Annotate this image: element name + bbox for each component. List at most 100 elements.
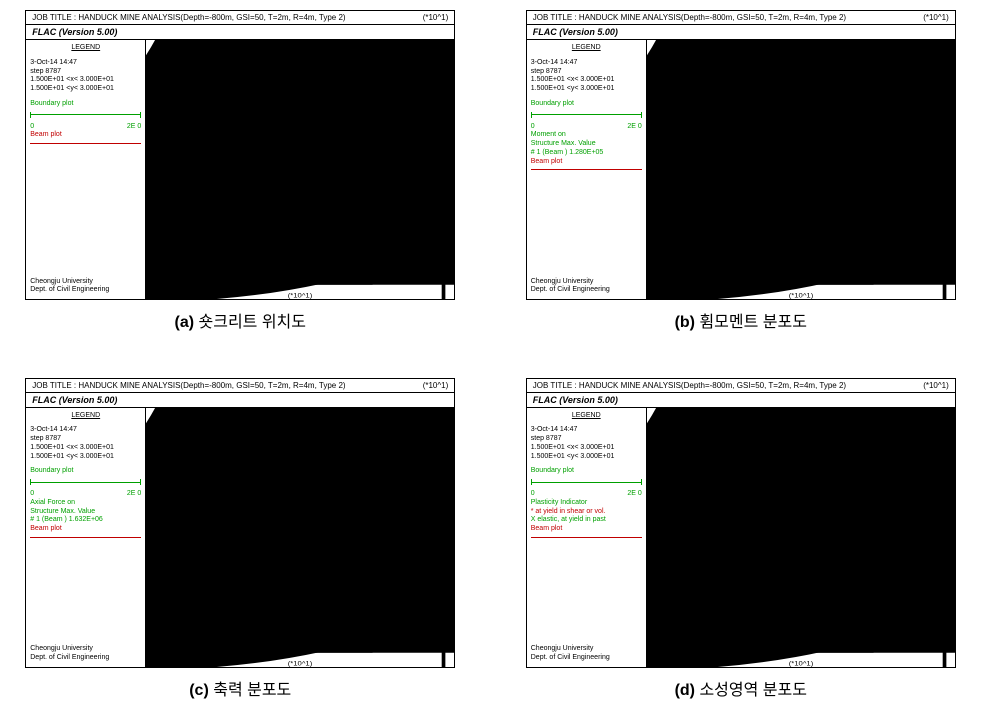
plot-column: 1.6001.8002.0002.2002.4002.6002.8001.800… — [647, 40, 955, 299]
job-title-bar: JOB TITLE : HANDUCK MINE ANALYSIS(Depth=… — [527, 11, 955, 25]
ytick-label: 2.800 — [447, 408, 454, 667]
xtick-label: 2.800 — [146, 408, 454, 667]
legend-title: LEGEND — [30, 44, 141, 53]
job-title-bar: JOB TITLE : HANDUCK MINE ANALYSIS(Depth=… — [26, 11, 454, 25]
plot-area: LEGEND3-Oct-14 14:47step 87871.500E+01 <… — [527, 408, 955, 667]
panel-d: JOB TITLE : HANDUCK MINE ANALYSIS(Depth=… — [526, 378, 956, 668]
legend-extra-0: Moment on — [531, 131, 642, 140]
legend-title: LEGEND — [531, 412, 642, 421]
footer-dept: Dept. of Civil Engineering — [30, 286, 109, 295]
legend-extra-0: Axial Force on — [30, 499, 141, 508]
legend-ruler — [531, 478, 642, 486]
panel-b: JOB TITLE : HANDUCK MINE ANALYSIS(Depth=… — [526, 10, 956, 300]
legend-boundary: Boundary plot — [30, 467, 141, 476]
legend-range-x: 1.500E+01 <x< 3.000E+01 — [531, 444, 642, 453]
job-title-text: JOB TITLE : HANDUCK MINE ANALYSIS(Depth=… — [533, 13, 846, 22]
legend-range-x: 1.500E+01 <x< 3.000E+01 — [30, 76, 141, 85]
flac-version: FLAC (Version 5.00) — [26, 25, 454, 40]
exp-label: (*10^1) — [423, 381, 449, 390]
legend-beam: Beam plot — [30, 525, 141, 534]
legend-extra-2: # 1 (Beam ) 1.632E+06 — [30, 516, 141, 525]
legend-scale: 02E 0 — [531, 123, 642, 132]
x-axis-exp: (*10^1) — [288, 660, 313, 667]
legend-step: step 8787 — [531, 435, 642, 444]
footer-dept: Dept. of Civil Engineering — [531, 286, 610, 295]
x-axis-exp: (*10^1) — [788, 660, 813, 667]
legend-step: step 8787 — [30, 435, 141, 444]
footer-org: Cheongju University — [30, 645, 109, 654]
legend-date: 3-Oct-14 14:47 — [30, 59, 141, 68]
footer-org: Cheongju University — [531, 645, 610, 654]
job-title-text: JOB TITLE : HANDUCK MINE ANALYSIS(Depth=… — [32, 13, 345, 22]
legend-redline — [531, 169, 642, 170]
plot-svg-c: 1.6001.8002.0002.2002.4002.6002.8001.800… — [146, 408, 454, 667]
legend-beam: Beam plot — [30, 131, 141, 140]
legend-title: LEGEND — [30, 412, 141, 421]
legend-step: step 8787 — [531, 68, 642, 77]
legend-range-x: 1.500E+01 <x< 3.000E+01 — [531, 76, 642, 85]
job-title-text: JOB TITLE : HANDUCK MINE ANALYSIS(Depth=… — [32, 381, 345, 390]
ytick-label: 2.800 — [948, 408, 955, 667]
cell-d: JOB TITLE : HANDUCK MINE ANALYSIS(Depth=… — [511, 378, 972, 716]
legend-extra-1: Structure Max. Value — [30, 508, 141, 517]
legend-column: LEGEND3-Oct-14 14:47step 87871.500E+01 <… — [527, 40, 647, 299]
legend-date: 3-Oct-14 14:47 — [531, 59, 642, 68]
plot-column: xxxxxxxxxxxxxxxxxxx**xxxxx****xxxx****xx… — [647, 408, 955, 667]
cell-b: JOB TITLE : HANDUCK MINE ANALYSIS(Depth=… — [511, 10, 972, 348]
legend-extra-2: # 1 (Beam ) 1.280E+05 — [531, 149, 642, 158]
legend-ruler — [30, 111, 141, 119]
exp-label: (*10^1) — [923, 381, 949, 390]
plot-area: LEGEND3-Oct-14 14:47step 87871.500E+01 <… — [26, 408, 454, 667]
legend-scale: 02E 0 — [30, 123, 141, 132]
legend-scale: 02E 0 — [531, 490, 642, 499]
legend-footer: Cheongju UniversityDept. of Civil Engine… — [30, 278, 109, 296]
xtick-label: 2.800 — [647, 40, 955, 299]
plot-svg-d: xxxxxxxxxxxxxxxxxxx**xxxxx****xxxx****xx… — [647, 408, 955, 667]
figure-grid: JOB TITLE : HANDUCK MINE ANALYSIS(Depth=… — [10, 10, 971, 715]
ytick-label: 2.800 — [948, 40, 955, 299]
cell-a: JOB TITLE : HANDUCK MINE ANALYSIS(Depth=… — [10, 10, 471, 348]
panel-c: JOB TITLE : HANDUCK MINE ANALYSIS(Depth=… — [25, 378, 455, 668]
plot-svg-a: 1.6001.8002.0002.2002.4002.6002.8001.800… — [146, 40, 454, 299]
legend-range-y: 1.500E+01 <y< 3.000E+01 — [531, 453, 642, 462]
plot-column: 1.6001.8002.0002.2002.4002.6002.8001.800… — [146, 408, 454, 667]
legend-range-y: 1.500E+01 <y< 3.000E+01 — [531, 85, 642, 94]
panel-a: JOB TITLE : HANDUCK MINE ANALYSIS(Depth=… — [25, 10, 455, 300]
exp-label: (*10^1) — [923, 13, 949, 22]
caption-b: (b) 휨모멘트 분포도 — [675, 308, 807, 332]
legend-footer: Cheongju UniversityDept. of Civil Engine… — [30, 645, 109, 663]
legend-date: 3-Oct-14 14:47 — [531, 426, 642, 435]
legend-step: step 8787 — [30, 68, 141, 77]
legend-footer: Cheongju UniversityDept. of Civil Engine… — [531, 278, 610, 296]
job-title-bar: JOB TITLE : HANDUCK MINE ANALYSIS(Depth=… — [527, 379, 955, 393]
legend-column: LEGEND3-Oct-14 14:47step 87871.500E+01 <… — [26, 408, 146, 667]
xtick-label: 2.800 — [146, 40, 454, 299]
legend-extra-1: Structure Max. Value — [531, 140, 642, 149]
xtick-label: 2.800 — [647, 408, 955, 667]
plot-column: 1.6001.8002.0002.2002.4002.6002.8001.800… — [146, 40, 454, 299]
legend-redline — [30, 537, 141, 538]
legend-boundary: Boundary plot — [531, 100, 642, 109]
plot-area: LEGEND 3-Oct-14 14:47step 87871.500E+01 <… — [26, 40, 454, 299]
footer-dept: Dept. of Civil Engineering — [30, 654, 109, 663]
job-title-bar: JOB TITLE : HANDUCK MINE ANALYSIS(Depth=… — [26, 379, 454, 393]
exp-label: (*10^1) — [423, 13, 449, 22]
footer-org: Cheongju University — [30, 278, 109, 287]
x-axis-exp: (*10^1) — [288, 292, 313, 299]
caption-d: (d) 소성영역 분포도 — [675, 676, 807, 700]
legend-range-y: 1.500E+01 <y< 3.000E+01 — [30, 453, 141, 462]
legend-boundary: Boundary plot — [30, 100, 141, 109]
plot-svg-b: 1.6001.8002.0002.2002.4002.6002.8001.800… — [647, 40, 955, 299]
job-title-text: JOB TITLE : HANDUCK MINE ANALYSIS(Depth=… — [533, 381, 846, 390]
legend-footer: Cheongju UniversityDept. of Civil Engine… — [531, 645, 610, 663]
legend-column: LEGEND3-Oct-14 14:47step 87871.500E+01 <… — [527, 408, 647, 667]
legend-range-x: 1.500E+01 <x< 3.000E+01 — [30, 444, 141, 453]
legend-column: LEGEND 3-Oct-14 14:47step 87871.500E+01 <… — [26, 40, 146, 299]
flac-version: FLAC (Version 5.00) — [527, 25, 955, 40]
caption-a: (a) 숏크리트 위치도 — [175, 308, 307, 332]
plot-area: LEGEND3-Oct-14 14:47step 87871.500E+01 <… — [527, 40, 955, 299]
x-axis-exp: (*10^1) — [788, 292, 813, 299]
legend-extra-2: X elastic, at yield in past — [531, 516, 642, 525]
legend-date: 3-Oct-14 14:47 — [30, 426, 141, 435]
legend-ruler — [531, 111, 642, 119]
